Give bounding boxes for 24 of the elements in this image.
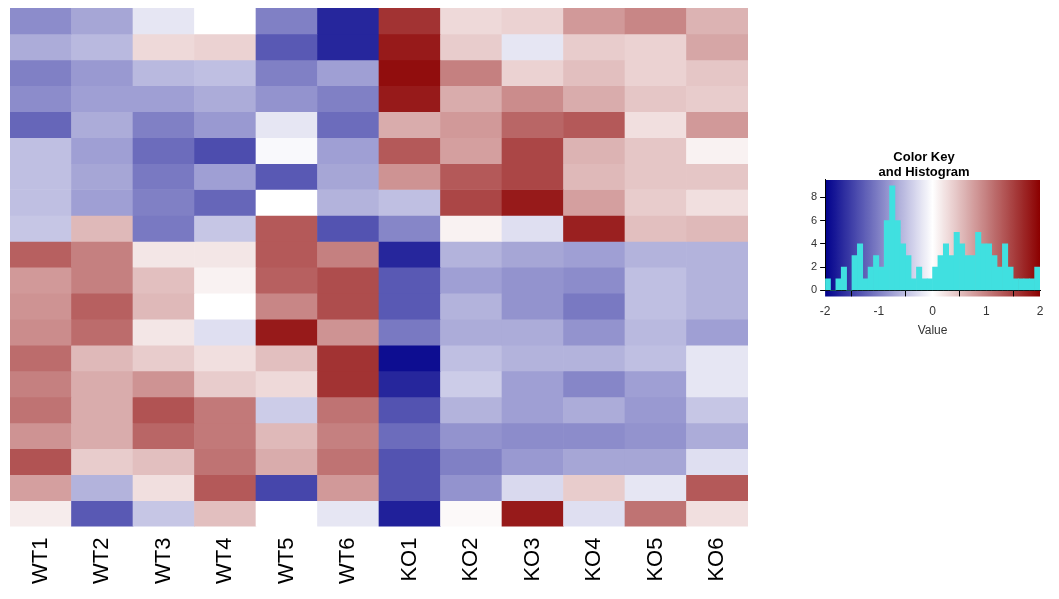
x-tick-label: WT6 xyxy=(334,537,360,585)
color-bar-label: 0 xyxy=(929,303,937,318)
y-tick-label: 0 xyxy=(810,283,818,296)
x-tick-label: WT1 xyxy=(26,537,52,585)
chart-title: Color Key and Histogram xyxy=(878,149,970,179)
x-tick-label: KO5 xyxy=(641,537,667,582)
x-tick-label: KO1 xyxy=(395,537,421,582)
x-tick-label: WT3 xyxy=(149,537,175,585)
y-tick-label: 8 xyxy=(810,190,818,203)
y-tick-label: 4 xyxy=(810,236,818,249)
x-tick-label: KO6 xyxy=(703,537,729,582)
color-bar-label: -1 xyxy=(873,303,885,318)
x-tick-label: KO3 xyxy=(518,537,544,582)
color-bar-label: -2 xyxy=(819,303,831,318)
color-bar-label: 1 xyxy=(982,303,990,318)
color-bar-label: 2 xyxy=(1036,303,1044,318)
y-tick-label: 2 xyxy=(810,260,818,273)
x-tick-label: WT5 xyxy=(272,537,298,585)
x-tick-label: KO2 xyxy=(457,537,483,582)
y-tick-label: 6 xyxy=(810,213,818,226)
x-tick-label: WT4 xyxy=(211,537,237,585)
x-tick-label: KO4 xyxy=(580,537,606,582)
x-tick-label: WT2 xyxy=(88,537,114,585)
color-bar-title: Value xyxy=(917,322,948,337)
